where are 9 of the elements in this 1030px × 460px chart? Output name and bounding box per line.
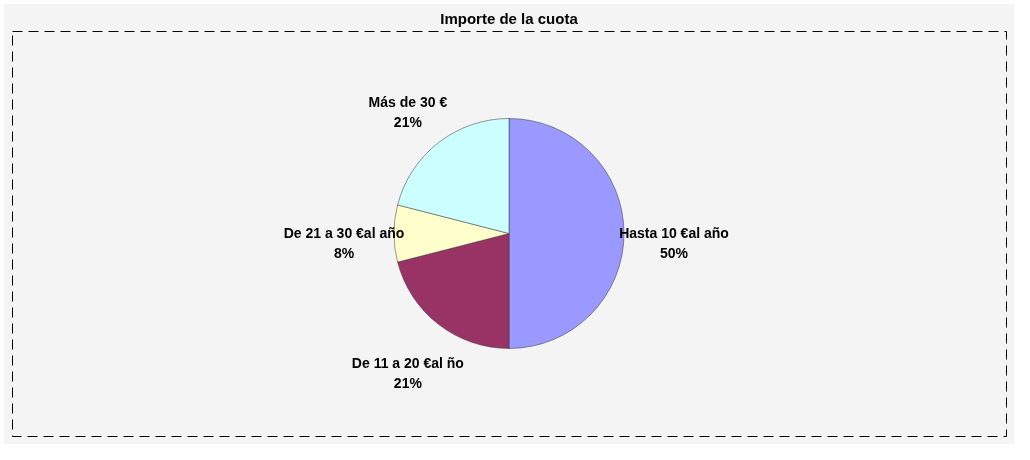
slice-label: Hasta 10 €al año <box>619 224 729 241</box>
data-label: 21% <box>393 114 423 131</box>
slice-label: Más de 30 € <box>368 94 448 111</box>
slice-label: De 11 a 20 €al ño <box>351 354 464 371</box>
slice-label: De 21 a 30 €al año <box>283 224 405 241</box>
data-label: 50% <box>659 244 689 261</box>
chart-title: Importe de la cuota <box>440 10 579 27</box>
data-label: 21% <box>393 374 423 391</box>
data-label: 8% <box>333 244 355 261</box>
